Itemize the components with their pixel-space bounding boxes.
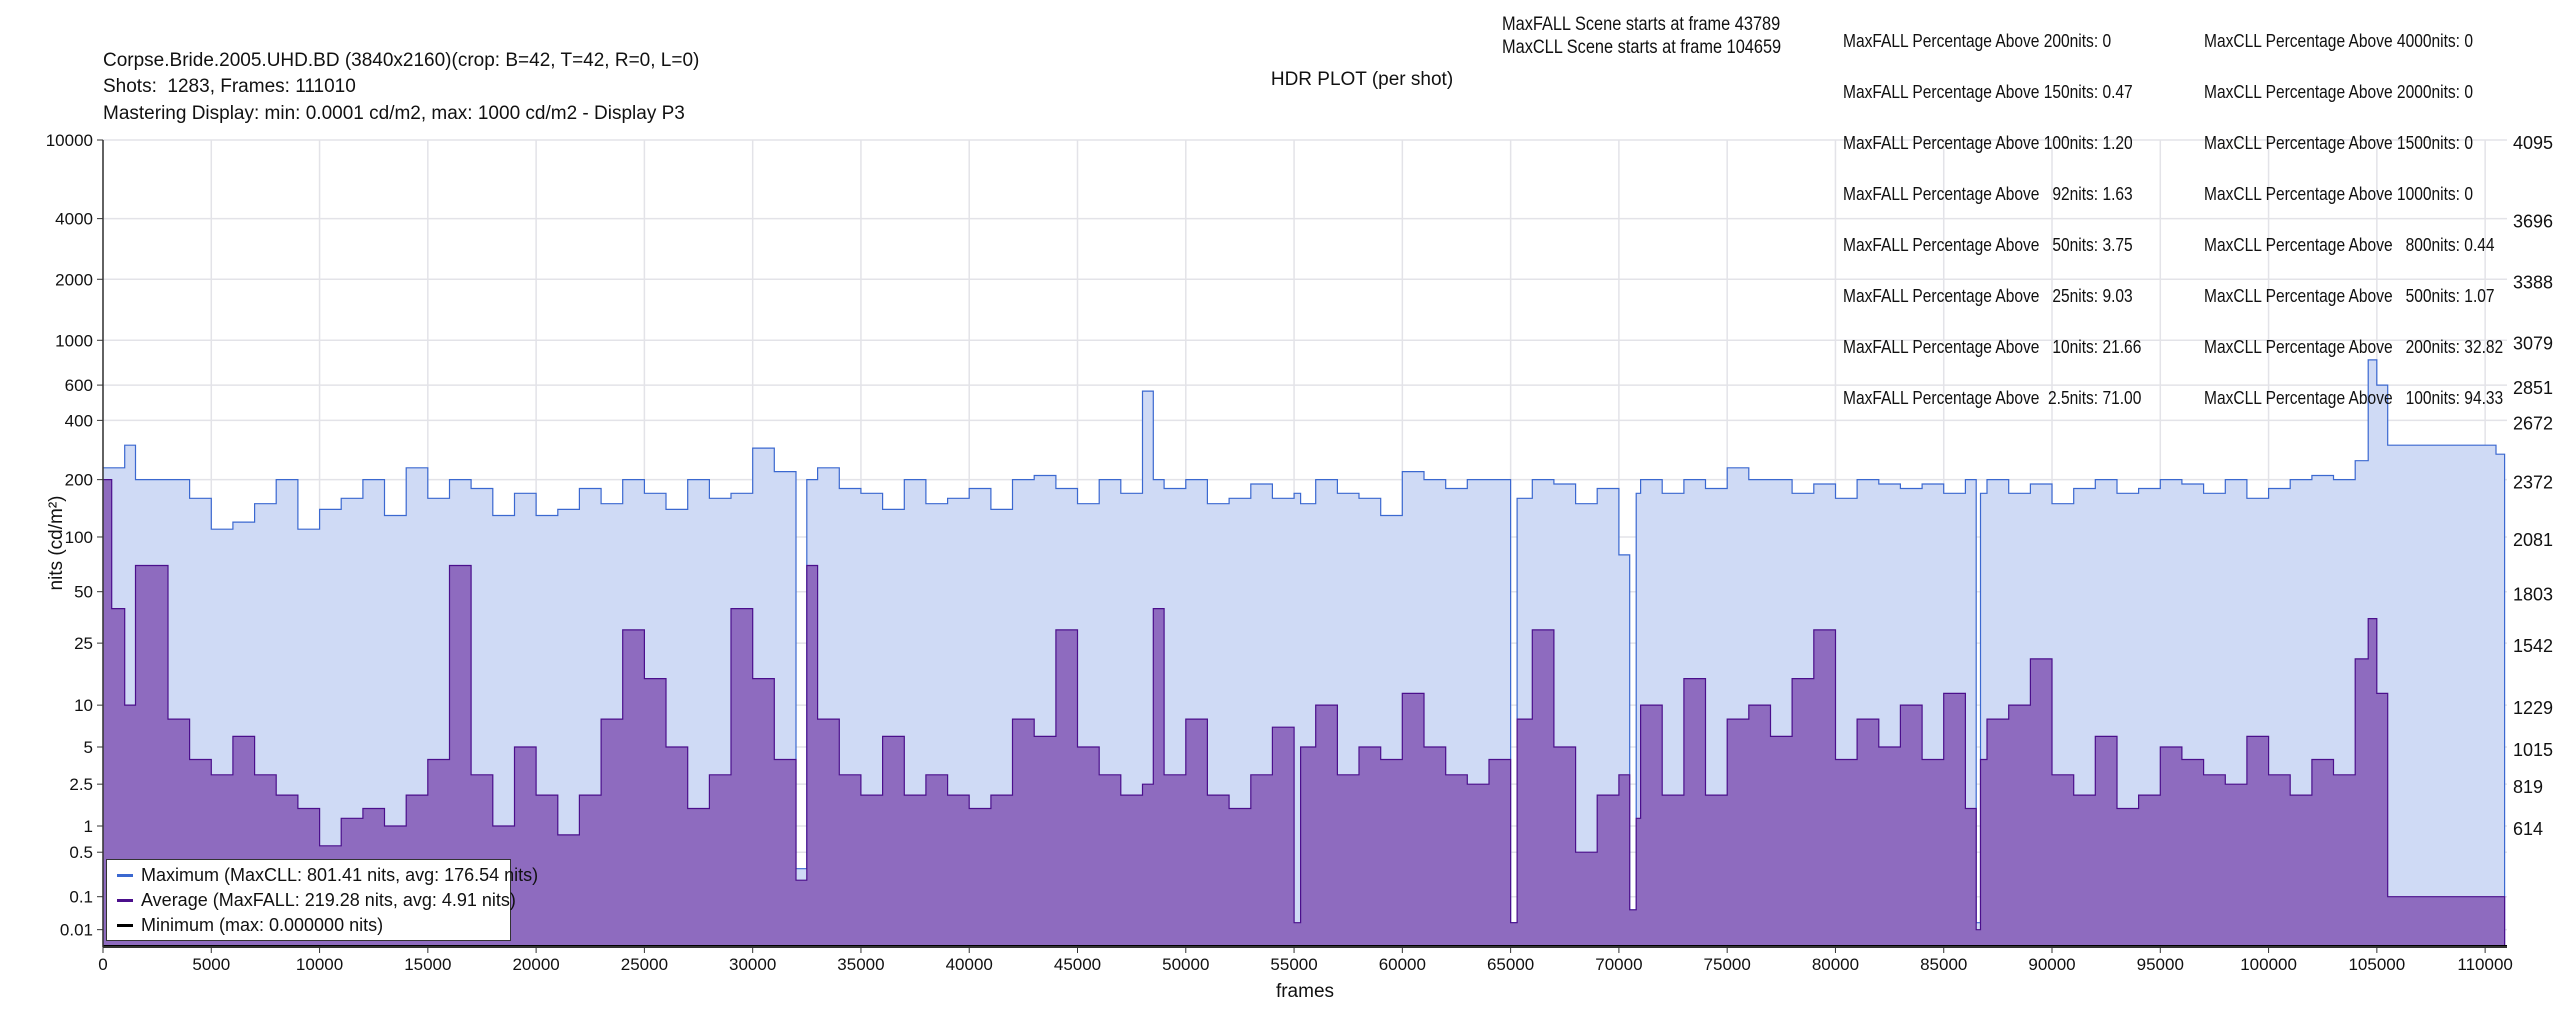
y2-tick-label: 2081 bbox=[2513, 530, 2553, 550]
y2-tick-label: 1542 bbox=[2513, 636, 2553, 656]
y-tick-label: 0.5 bbox=[69, 843, 93, 862]
stat-line: MaxCLL Percentage Above 1000nits: 0 bbox=[2204, 183, 2473, 204]
x-tick-label: 30000 bbox=[729, 955, 776, 974]
maxfall-stats: MaxFALL Percentage Above 200nits: 0 MaxF… bbox=[1843, 0, 2141, 423]
x-tick-label: 35000 bbox=[837, 955, 884, 974]
legend-item-average: Average (MaxFALL: 219.28 nits, avg: 4.91… bbox=[117, 890, 516, 911]
maxcll-scene-info: MaxCLL Scene starts at frame 104659 bbox=[1502, 37, 1782, 58]
stat-line: MaxFALL Percentage Above 92nits: 1.63 bbox=[1843, 183, 2133, 204]
stat-line: MaxFALL Percentage Above 2.5nits: 71.00 bbox=[1843, 387, 2142, 408]
x-tick-label: 105000 bbox=[2348, 955, 2405, 974]
y-axis-label: nits (cd/m²) bbox=[46, 496, 67, 591]
y-tick-label: 2.5 bbox=[69, 775, 93, 794]
x-tick-label: 75000 bbox=[1704, 955, 1751, 974]
y2-tick-label: 819 bbox=[2513, 777, 2543, 797]
mastering-display-info: Mastering Display: min: 0.0001 cd/m2, ma… bbox=[103, 103, 685, 124]
x-tick-label: 85000 bbox=[1920, 955, 1967, 974]
y-tick-label: 10 bbox=[74, 696, 93, 715]
stat-line: MaxCLL Percentage Above 800nits: 0.44 bbox=[2204, 234, 2495, 255]
y2-tick-label: 3388 bbox=[2513, 272, 2553, 292]
maxcll-stats: MaxCLL Percentage Above 4000nits: 0 MaxC… bbox=[2204, 0, 2503, 423]
axes: 0.01 0.1 0.5 1 2.5 5 10 25 50 100 200 400 600 1000 200… bbox=[46, 131, 2553, 974]
x-tick-label: 0 bbox=[98, 955, 107, 974]
legend-swatch-icon bbox=[117, 924, 133, 927]
x-tick-label: 50000 bbox=[1162, 955, 1209, 974]
y-tick-label: 4000 bbox=[55, 210, 93, 229]
stat-line: MaxFALL Percentage Above 10nits: 21.66 bbox=[1843, 336, 2142, 357]
file-info: Corpse.Bride.2005.UHD.BD (3840x2160)(cro… bbox=[103, 50, 700, 71]
stat-line: MaxFALL Percentage Above 50nits: 3.75 bbox=[1843, 234, 2133, 255]
x-tick-label: 95000 bbox=[2137, 955, 2184, 974]
legend-swatch-icon bbox=[117, 874, 133, 877]
average-series-fill bbox=[103, 479, 2507, 947]
y2-tick-label: 1229 bbox=[2513, 698, 2553, 718]
y2-tick-label: 1015 bbox=[2513, 740, 2553, 760]
y-tick-label: 100 bbox=[65, 528, 93, 547]
y2-tick-label: 614 bbox=[2513, 819, 2543, 839]
stat-line: MaxCLL Percentage Above 100nits: 94.33 bbox=[2204, 387, 2504, 408]
stat-line: MaxFALL Percentage Above 100nits: 1.20 bbox=[1843, 132, 2133, 153]
y2-tick-label: 3079 bbox=[2513, 333, 2553, 353]
x-tick-label: 10000 bbox=[296, 955, 343, 974]
average-series-line bbox=[103, 479, 2507, 948]
x-tick-label: 100000 bbox=[2240, 955, 2297, 974]
chart-title: HDR PLOT (per shot) bbox=[1271, 69, 1453, 90]
y-tick-label: 0.01 bbox=[60, 921, 93, 940]
x-tick-label: 90000 bbox=[2028, 955, 2075, 974]
stat-line: MaxCLL Percentage Above 2000nits: 0 bbox=[2204, 81, 2473, 102]
y-tick-label: 200 bbox=[65, 471, 93, 490]
y-tick-label: 10000 bbox=[46, 131, 93, 150]
stat-line: MaxCLL Percentage Above 500nits: 1.07 bbox=[2204, 285, 2495, 306]
maximum-series-line bbox=[103, 359, 2507, 948]
y-tick-label: 25 bbox=[74, 634, 93, 653]
y-tick-label: 5 bbox=[84, 738, 93, 757]
x-tick-label: 40000 bbox=[946, 955, 993, 974]
y2-tick-label: 1803 bbox=[2513, 585, 2553, 605]
legend-item-minimum: Minimum (max: 0.000000 nits) bbox=[117, 915, 383, 936]
stat-line: MaxFALL Percentage Above 200nits: 0 bbox=[1843, 30, 2112, 51]
x-tick-label: 110000 bbox=[2457, 955, 2512, 974]
x-tick-label: 5000 bbox=[192, 955, 230, 974]
x-tick-label: 45000 bbox=[1054, 955, 1101, 974]
x-tick-label: 25000 bbox=[621, 955, 668, 974]
y-tick-label: 2000 bbox=[55, 270, 93, 289]
stat-line: MaxCLL Percentage Above 200nits: 32.82 bbox=[2204, 336, 2504, 357]
y-tick-label: 0.1 bbox=[69, 888, 93, 907]
legend-label: Average (MaxFALL: 219.28 nits, avg: 4.91… bbox=[141, 890, 516, 910]
y-tick-label: 600 bbox=[65, 376, 93, 395]
x-tick-label: 80000 bbox=[1812, 955, 1859, 974]
y-tick-label: 50 bbox=[74, 583, 93, 602]
stat-line: MaxCLL Percentage Above 4000nits: 0 bbox=[2204, 30, 2473, 51]
x-tick-label: 15000 bbox=[404, 955, 451, 974]
stat-line: MaxCLL Percentage Above 1500nits: 0 bbox=[2204, 132, 2473, 153]
x-tick-label: 65000 bbox=[1487, 955, 1534, 974]
y2-tick-label: 3696 bbox=[2513, 212, 2553, 232]
x-tick-label: 70000 bbox=[1595, 955, 1642, 974]
legend: Maximum (MaxCLL: 801.41 nits, avg: 176.5… bbox=[106, 859, 538, 941]
y2-tick-label: 2372 bbox=[2513, 473, 2553, 493]
legend-label: Maximum (MaxCLL: 801.41 nits, avg: 176.5… bbox=[141, 865, 539, 885]
stat-line: MaxFALL Percentage Above 25nits: 9.03 bbox=[1843, 285, 2133, 306]
y2-tick-label: 2851 bbox=[2513, 378, 2553, 398]
legend-item-maximum: Maximum (MaxCLL: 801.41 nits, avg: 176.5… bbox=[117, 865, 538, 886]
y-tick-label: 1000 bbox=[55, 331, 93, 350]
stat-line: MaxFALL Percentage Above 150nits: 0.47 bbox=[1843, 81, 2133, 102]
legend-swatch-icon bbox=[117, 899, 133, 902]
maxfall-scene-info: MaxFALL Scene starts at frame 43789 bbox=[1502, 14, 1781, 35]
legend-label: Minimum (max: 0.000000 nits) bbox=[141, 915, 384, 935]
y2-tick-label: 2672 bbox=[2513, 413, 2553, 433]
y-tick-label: 400 bbox=[65, 411, 93, 430]
y2-tick-label: 4095 bbox=[2513, 133, 2553, 153]
y-tick-label: 1 bbox=[84, 817, 93, 836]
shots-frames-info: Shots: 1283, Frames: 111010 bbox=[103, 76, 356, 97]
x-tick-label: 60000 bbox=[1379, 955, 1426, 974]
x-tick-label: 20000 bbox=[512, 955, 559, 974]
x-tick-label: 55000 bbox=[1270, 955, 1317, 974]
x-axis-label: frames bbox=[1276, 981, 1334, 1002]
